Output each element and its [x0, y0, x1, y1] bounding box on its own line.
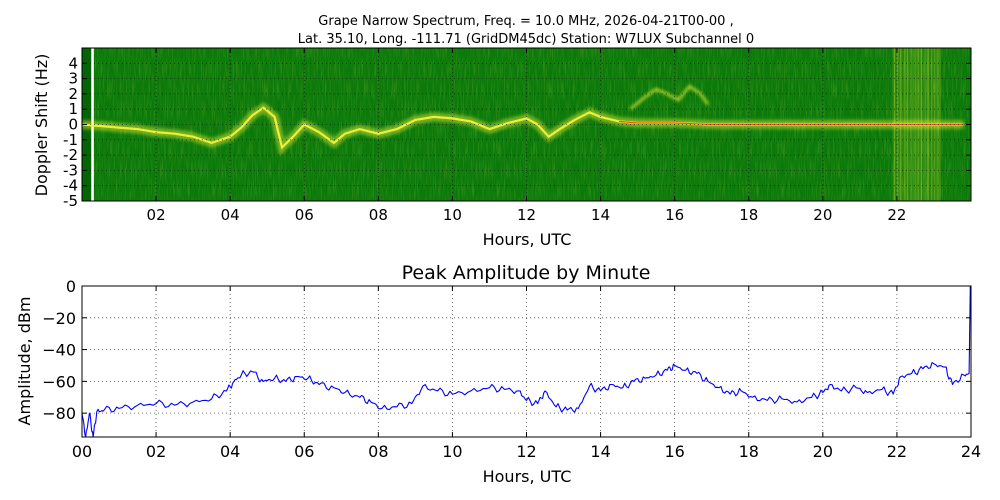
spectrogram-x-tick-label: 18	[739, 206, 758, 224]
spectrogram-x-tick-label: 20	[813, 206, 832, 224]
amplitude-x-tick-label: 04	[220, 442, 240, 461]
amplitude-x-tick-label: 12	[516, 442, 536, 461]
doppler-upper-trace	[629, 84, 710, 111]
amplitude-x-tick-label: 08	[368, 442, 388, 461]
amplitude-y-axis-label: Amplitude, dBm	[15, 297, 34, 426]
spectrogram-y-tick-label: -1	[63, 131, 78, 149]
spectrogram-x-tick-label: 16	[665, 206, 684, 224]
amplitude-panel: Peak Amplitude by Minute 00 02 04 06 08 10 12 1…	[15, 262, 981, 486]
spectrogram-y-axis-label: Doppler Shift (Hz)	[32, 54, 51, 197]
doppler-carrier-line	[619, 120, 964, 126]
amplitude-x-tick-label: 00	[72, 442, 92, 461]
spectrogram-x-tick-label: 10	[443, 206, 462, 224]
amplitude-x-tick-label: 24	[961, 442, 981, 461]
amplitude-y-tick-label: 0	[66, 277, 76, 296]
amplitude-x-tick-label: 22	[887, 442, 907, 461]
amplitude-x-axis-label: Hours, UTC	[483, 467, 572, 486]
amplitude-plot-area	[82, 286, 971, 437]
spectrogram-y-tick-label: 4	[68, 54, 78, 72]
spectrogram-y-tick-label: 2	[68, 85, 78, 103]
spectrogram-y-tick-label: -2	[63, 146, 78, 164]
figure-title-line2: Lat. 35.10, Long. -111.71 (GridDM45dc) S…	[298, 32, 754, 47]
spectrogram-x-tick-label: 12	[517, 206, 536, 224]
spectrogram-x-tick-label: 06	[295, 206, 314, 224]
figure-title-line1: Grape Narrow Spectrum, Freq. = 10.0 MHz,…	[318, 14, 733, 29]
amplitude-series-line	[82, 286, 971, 437]
amplitude-x-tick-label: 06	[294, 442, 314, 461]
amplitude-chart-title: Peak Amplitude by Minute	[402, 262, 651, 284]
spectrogram-y-tick-label: 1	[68, 100, 78, 118]
spectrogram-x-tick-label: 14	[591, 206, 610, 224]
amplitude-x-tick-label: 10	[442, 442, 462, 461]
spectrogram-y-tick-label: 3	[68, 70, 78, 88]
amplitude-y-tick-label: −40	[42, 341, 76, 360]
amplitude-x-tick-label: 16	[664, 442, 684, 461]
spectrogram-x-tick-label: 22	[887, 206, 906, 224]
spectrogram-y-tick-label: -4	[63, 177, 78, 195]
spectrogram-y-tick-label: -3	[63, 161, 78, 179]
spectrogram-y-tick-label: -5	[63, 192, 78, 210]
spectrogram-x-tick-label: 04	[221, 206, 240, 224]
amplitude-x-tick-label: 14	[590, 442, 610, 461]
spectrogram-x-tick-label: 02	[147, 206, 166, 224]
amplitude-x-tick-label: 18	[739, 442, 759, 461]
amplitude-y-tick-label: −60	[42, 372, 76, 391]
spectrogram-x-tick-label: 08	[369, 206, 388, 224]
amplitude-y-tick-label: −80	[42, 404, 76, 423]
amplitude-y-tick-label: −20	[42, 309, 76, 328]
spectrogram-y-tick-label: 0	[68, 116, 78, 134]
amplitude-x-tick-label: 20	[813, 442, 833, 461]
amplitude-x-tick-label: 02	[146, 442, 166, 461]
spectrogram-x-axis-label: Hours, UTC	[483, 230, 572, 249]
